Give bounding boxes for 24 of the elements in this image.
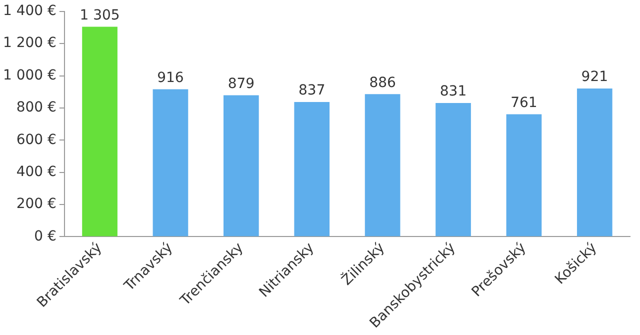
bar — [224, 95, 259, 236]
bar — [436, 102, 471, 236]
bar — [82, 26, 118, 236]
y-tick-label: 1 000 € — [3, 67, 56, 84]
y-tick-label: 400 € — [16, 164, 56, 180]
bar — [576, 88, 612, 236]
data-label: 916 — [157, 70, 184, 86]
bar — [364, 94, 400, 236]
bar — [152, 89, 188, 236]
y-tick-label: 1 200 € — [3, 35, 56, 52]
y-tick-label: 200 € — [16, 196, 56, 212]
data-label: 761 — [510, 94, 538, 111]
y-tick-label: 800 € — [16, 100, 56, 116]
y-tick-label: 1 400 € — [3, 3, 56, 20]
data-label: 837 — [298, 82, 326, 99]
bar — [506, 114, 542, 236]
data-label: 831 — [440, 84, 467, 100]
data-label: 921 — [581, 69, 608, 86]
data-label: 1 305 — [80, 7, 120, 24]
y-tick-label: 600 € — [16, 132, 56, 148]
y-tick-label: 0 € — [34, 228, 56, 244]
data-label: 886 — [369, 74, 396, 91]
bar — [294, 102, 330, 236]
data-label: 879 — [228, 76, 255, 92]
